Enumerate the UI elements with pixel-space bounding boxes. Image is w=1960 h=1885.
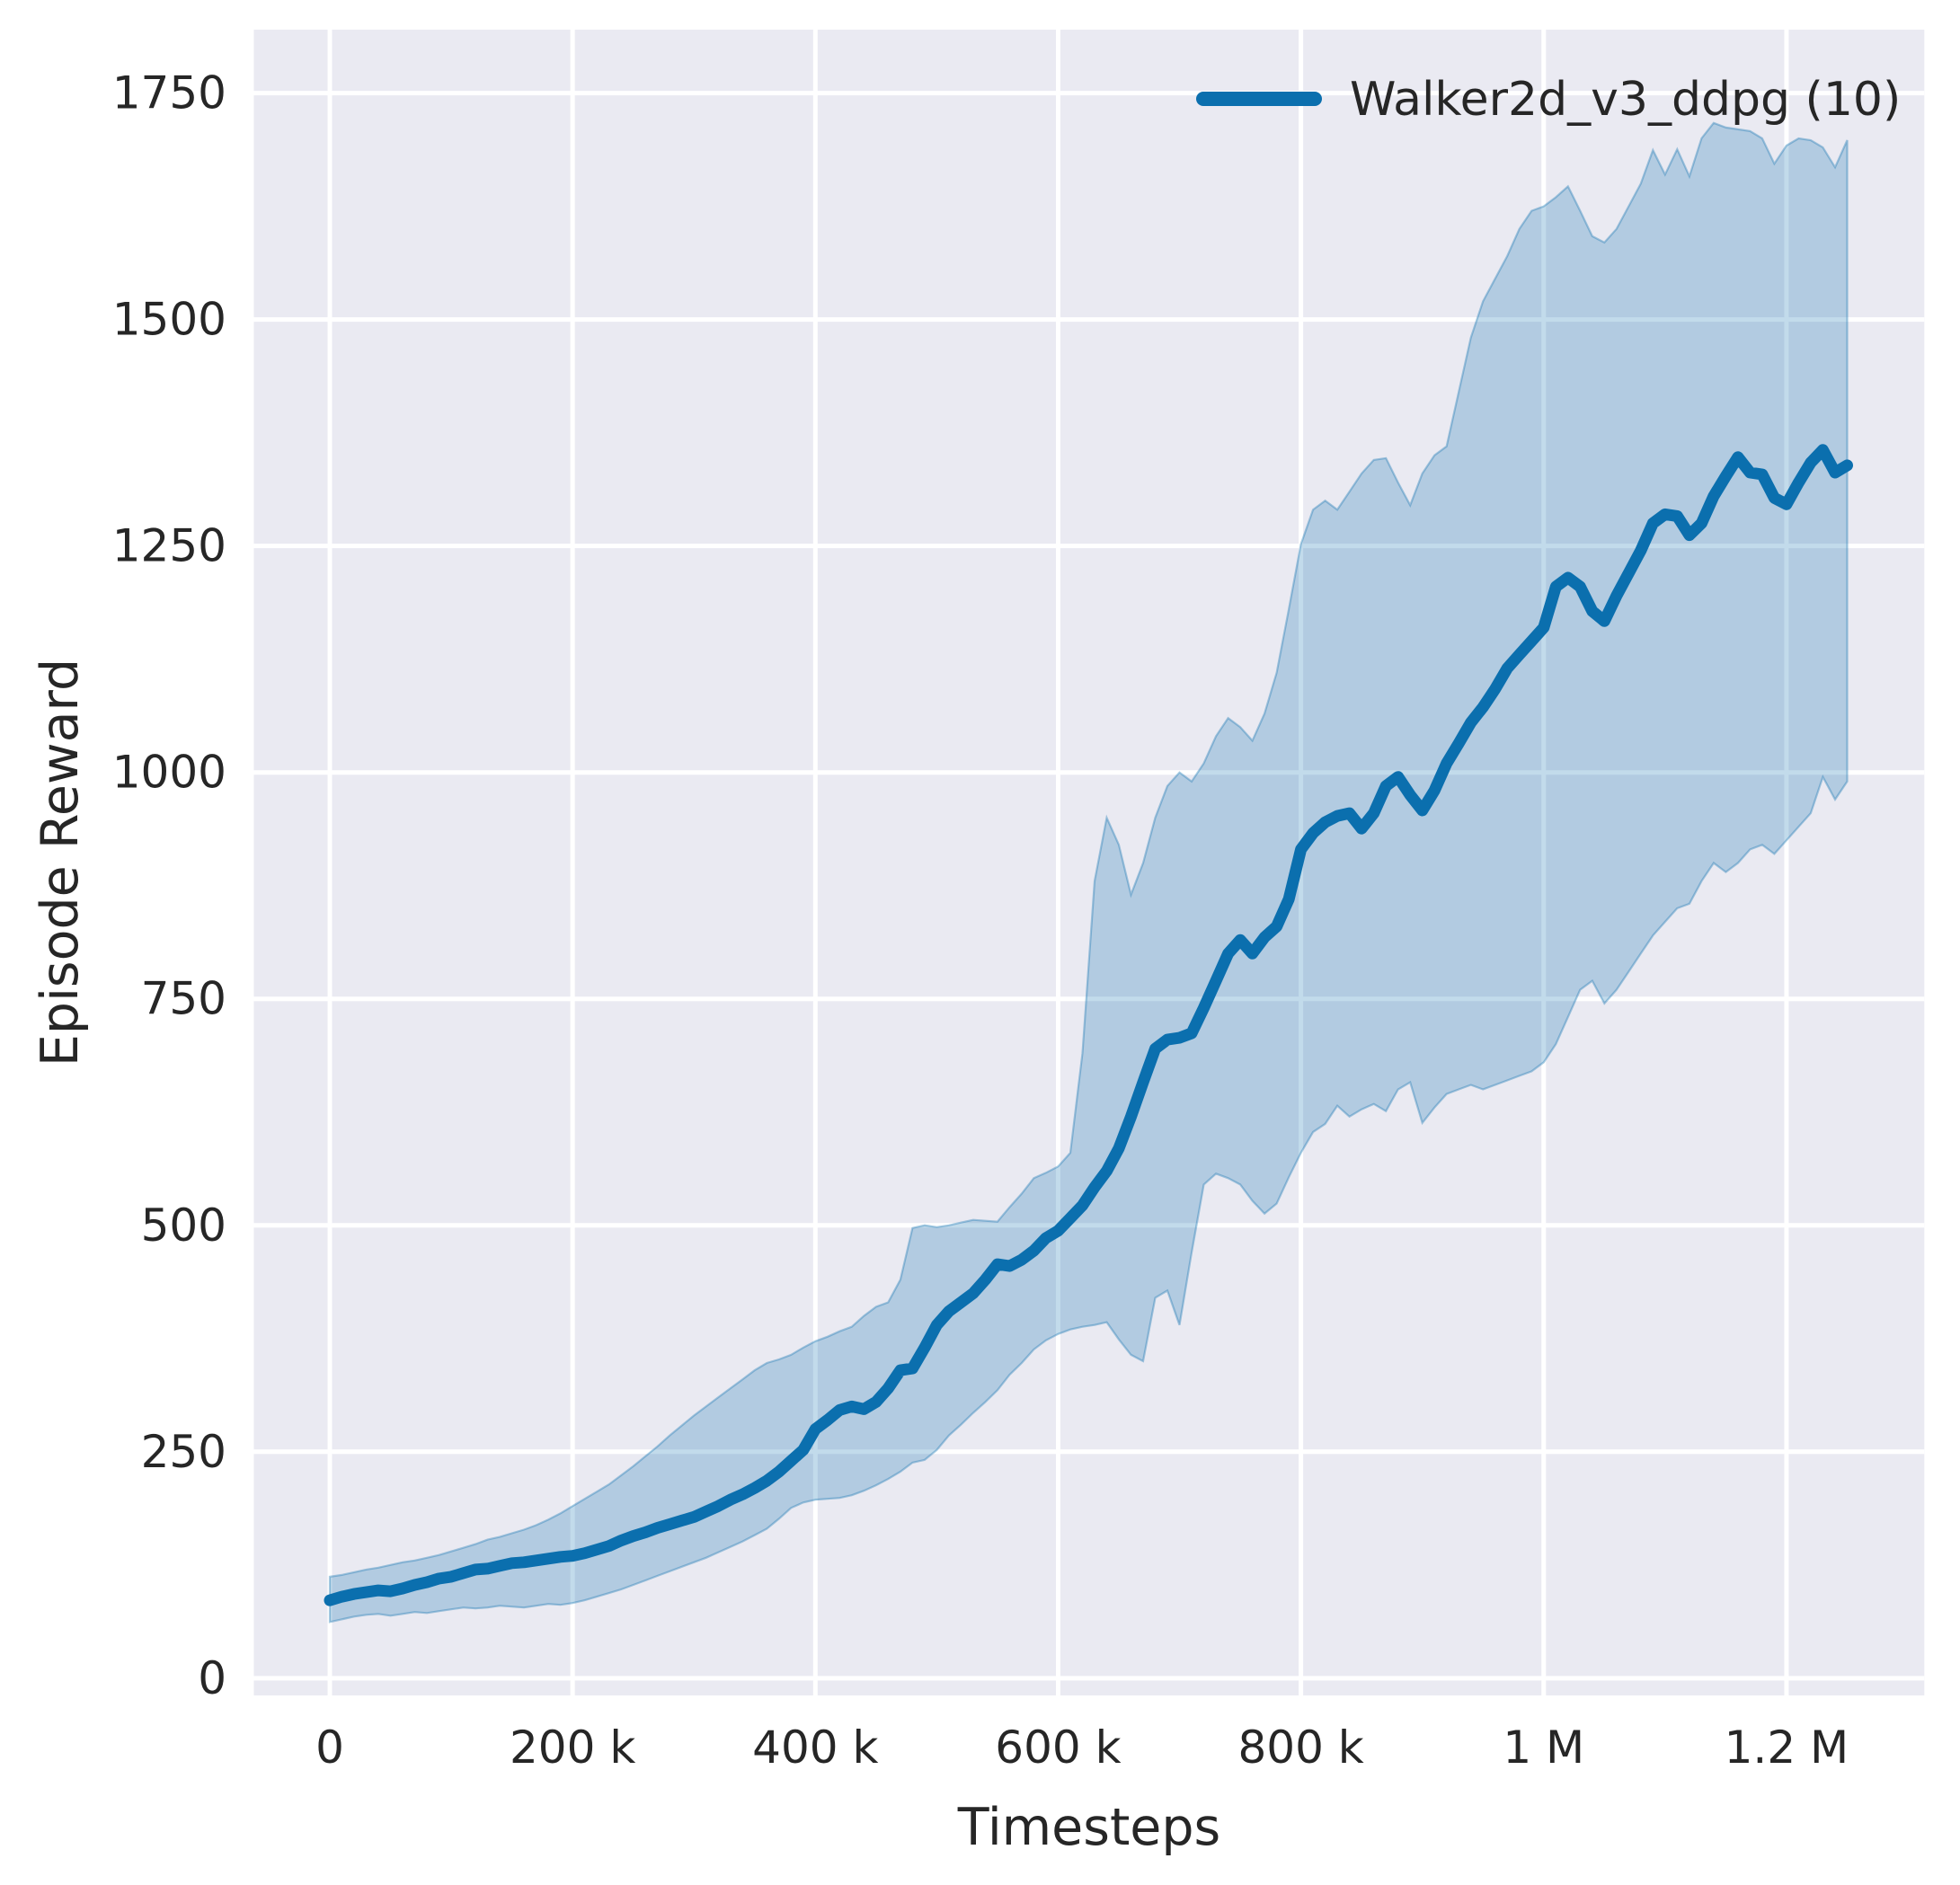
y-tick-label: 1250 <box>112 520 226 572</box>
y-tick-label: 1500 <box>112 294 226 346</box>
x-tick-label: 1 M <box>1503 1721 1584 1774</box>
axes-background <box>253 30 1925 1695</box>
x-tick-label: 800 k <box>1237 1721 1363 1774</box>
x-tick-label: 600 k <box>995 1721 1121 1774</box>
mean-line <box>324 444 1853 1606</box>
y-axis-label: Episode Reward <box>31 659 90 1066</box>
y-tick-label: 1750 <box>112 67 226 119</box>
x-tick-label: 1.2 M <box>1725 1721 1849 1774</box>
legend-label: Walker2d_v3_ddpg (10) <box>1350 73 1901 127</box>
legend: Walker2d_v3_ddpg (10) <box>1196 73 1901 127</box>
y-tick-label: 1000 <box>112 747 226 799</box>
y-tick-label: 500 <box>141 1199 226 1252</box>
y-tick-label: 0 <box>198 1652 226 1704</box>
x-tick-label: 400 k <box>752 1721 878 1774</box>
plot-area: 0 200 k 400 k 600 k 800 k 1 M 1.2 M 0 250 500 750 1… <box>112 30 1925 1774</box>
y-tick-label: 750 <box>141 973 226 1025</box>
y-tick-label: 250 <box>141 1426 226 1478</box>
x-tick-label: 0 <box>315 1721 344 1774</box>
x-tick-label: 200 k <box>510 1721 635 1774</box>
confidence-band <box>328 121 1849 1624</box>
x-axis-label: Timesteps <box>957 1798 1221 1857</box>
